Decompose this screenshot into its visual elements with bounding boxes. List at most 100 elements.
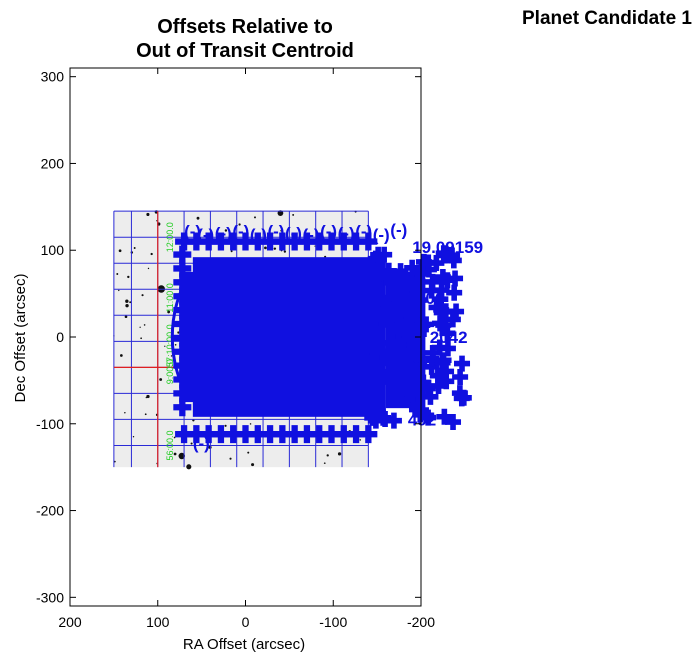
marker — [388, 321, 405, 338]
star — [133, 247, 136, 249]
marker — [236, 425, 255, 444]
marker-label: (-) — [193, 434, 210, 453]
star — [249, 423, 252, 425]
marker-label: (-) — [355, 222, 372, 241]
star — [292, 213, 295, 216]
marker-label: (-) — [303, 226, 320, 245]
marker-label: 19.09159 — [412, 238, 483, 257]
marker — [420, 254, 437, 271]
marker — [374, 289, 391, 306]
star — [150, 252, 153, 256]
marker — [438, 373, 455, 390]
marker — [297, 232, 316, 251]
marker — [370, 372, 387, 389]
marker — [439, 325, 456, 342]
x-tick-label: 0 — [242, 614, 250, 630]
marker — [432, 291, 449, 308]
marker — [236, 232, 255, 251]
marker — [380, 301, 397, 318]
star — [159, 378, 163, 381]
marker — [425, 352, 442, 369]
marker-label: (-) — [267, 222, 284, 241]
marker — [261, 425, 280, 444]
star — [277, 210, 284, 217]
marker — [285, 232, 304, 251]
star — [143, 324, 146, 326]
marker — [173, 245, 192, 264]
star — [283, 250, 287, 253]
marker — [414, 265, 431, 282]
marker-label: (-) — [285, 224, 302, 243]
marker — [445, 252, 462, 269]
star — [127, 275, 130, 279]
marker — [408, 401, 425, 418]
marker-label: (-) — [373, 226, 390, 245]
star — [125, 303, 129, 308]
star — [124, 315, 128, 319]
star — [118, 289, 120, 292]
marker — [367, 320, 384, 337]
marker — [435, 245, 452, 262]
marker — [248, 425, 267, 444]
star — [167, 310, 171, 314]
star — [337, 452, 342, 456]
star — [144, 413, 147, 416]
star — [141, 294, 144, 297]
star — [164, 345, 166, 347]
star — [170, 355, 173, 357]
marker — [391, 297, 408, 314]
marker — [371, 406, 388, 423]
marker — [364, 258, 381, 275]
star — [229, 457, 232, 460]
marker — [385, 412, 402, 429]
marker — [373, 311, 390, 328]
star — [359, 439, 362, 441]
marker — [415, 374, 432, 391]
marker — [173, 314, 192, 333]
marker — [404, 259, 421, 276]
marker-label: (-) — [232, 222, 249, 241]
star — [147, 267, 150, 270]
y-tick-label: 300 — [41, 69, 65, 85]
marker — [367, 412, 384, 429]
marker — [361, 403, 378, 420]
star — [196, 216, 200, 220]
marker-label: (-) — [184, 222, 201, 241]
marker — [403, 384, 420, 401]
x-tick-label: -200 — [407, 614, 435, 630]
marker — [173, 259, 192, 278]
star — [173, 436, 176, 439]
marker-label: (-) — [320, 222, 337, 241]
chart-title-line2: Out of Transit Centroid — [136, 40, 354, 62]
star — [173, 452, 177, 456]
marker — [187, 232, 206, 251]
marker-mass — [192, 257, 386, 417]
star — [118, 249, 122, 253]
marker — [454, 355, 471, 372]
marker — [434, 354, 451, 371]
marker-label: (-) — [338, 224, 355, 243]
star — [174, 343, 177, 346]
marker — [370, 246, 387, 263]
marker — [423, 282, 440, 299]
marker — [365, 332, 382, 349]
marker — [431, 339, 448, 356]
star — [247, 451, 250, 454]
marker — [187, 425, 206, 444]
marker — [175, 232, 194, 251]
chart-title-line1: Offsets Relative to — [157, 16, 333, 38]
marker — [432, 315, 449, 332]
marker — [364, 353, 381, 370]
y-tick-label: 200 — [41, 155, 65, 171]
y-tick-label: -100 — [36, 416, 64, 432]
star — [230, 250, 233, 253]
star — [224, 229, 228, 232]
marker — [438, 363, 455, 380]
star — [132, 436, 135, 438]
marker — [452, 369, 469, 386]
marker — [359, 232, 378, 251]
star — [146, 394, 150, 399]
star — [177, 331, 180, 334]
sky-coordinate-label: 56:00.0 — [165, 430, 175, 460]
